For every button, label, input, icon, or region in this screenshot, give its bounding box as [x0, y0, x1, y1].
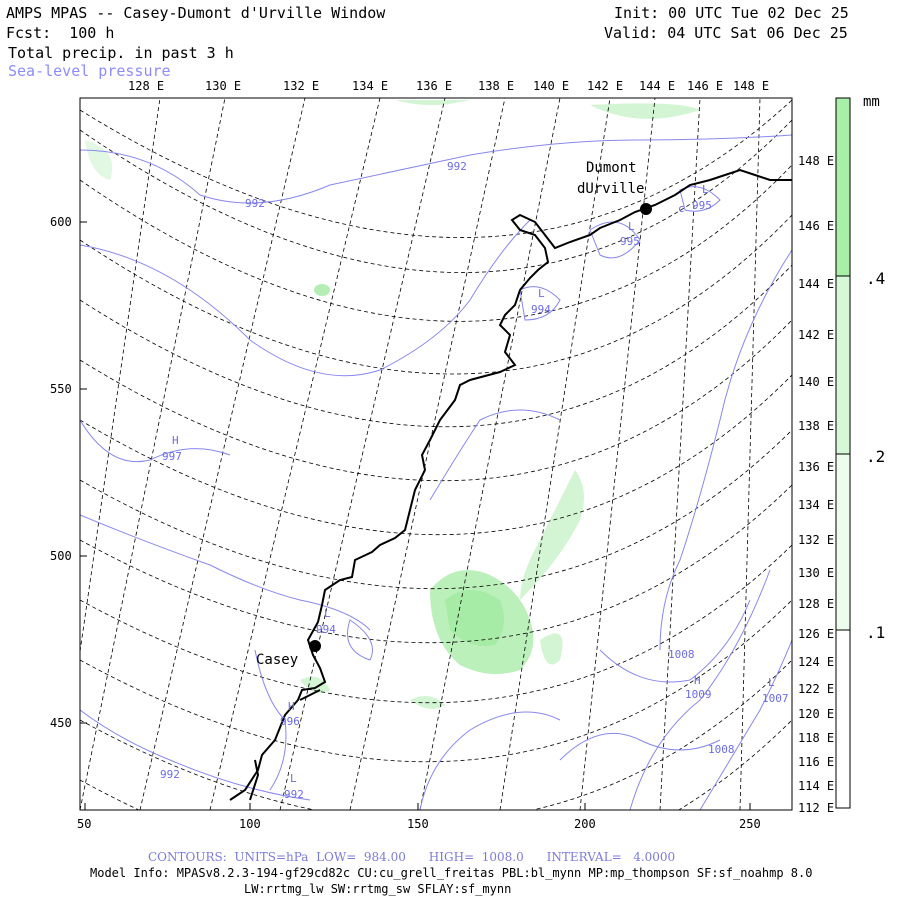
contour-label: 992 [284, 788, 304, 801]
station-dumont-label: Dumont [586, 160, 637, 176]
center-label: L [702, 183, 709, 196]
lon-label: 120 E [798, 707, 834, 721]
x-axis [84, 803, 751, 810]
colorbar-bin-1 [835, 453, 851, 631]
lon-label: 122 E [798, 682, 834, 696]
y-tick: 600 [50, 215, 72, 229]
y-axis [80, 221, 87, 724]
lon-label: 148 E [798, 154, 834, 168]
colorbar-label: .1 [866, 623, 885, 642]
x-tick: 200 [574, 817, 596, 831]
lon-label: 124 E [798, 655, 834, 669]
lon-label: 126 E [798, 627, 834, 641]
map-title: AMPS MPAS -- Casey-Dumont d'Urville Wind… [6, 4, 386, 22]
station-casey-label: Casey [256, 652, 298, 668]
lon-label: 128 E [798, 597, 834, 611]
center-label: L [768, 676, 775, 689]
center-label: L [324, 607, 331, 620]
center-label: L [290, 772, 297, 785]
lon-label: 130 E [205, 79, 241, 93]
contour-label: 1007 [762, 692, 789, 705]
center-label: L [538, 287, 545, 300]
lon-label: 136 E [798, 460, 834, 474]
contour-label: 992 [160, 768, 180, 781]
x-tick: 250 [739, 817, 761, 831]
y-tick: 450 [50, 716, 72, 730]
latlon-grid [80, 98, 792, 810]
lon-label: 138 E [478, 79, 514, 93]
lon-label: 144 E [798, 277, 834, 291]
colorbar-bin-0 [835, 629, 851, 809]
contour-label: 992 [447, 160, 467, 173]
lon-label: 146 E [798, 219, 834, 233]
lon-label: 148 E [733, 79, 769, 93]
center-label: H [172, 434, 179, 447]
lon-label: 112 E [798, 801, 834, 815]
pressure-labels: 992 992 995 995 994 997 994 1008 1009 10… [160, 160, 789, 801]
lon-label: 140 E [798, 375, 834, 389]
colorbar-unit: mm [863, 94, 880, 110]
center-label: H [694, 674, 701, 687]
contour-label: 996 [280, 715, 300, 728]
forecast-hour: Fcst: 100 h [6, 24, 115, 42]
contour-label: 995 [692, 199, 712, 212]
colorbar-label: .2 [866, 447, 885, 466]
x-tick: 100 [239, 817, 261, 831]
x-tick: 50 [77, 817, 91, 831]
top-longitude-labels: 128 E 130 E 132 E 134 E 136 E 138 E 140 … [128, 79, 769, 93]
contour-label: 994 [316, 623, 336, 636]
center-label: L [628, 220, 635, 233]
contour-label: 1008 [668, 648, 695, 661]
lon-label: 142 E [798, 328, 834, 342]
coastline [229, 168, 792, 801]
init-time: Init: 00 UTC Tue 02 Dec 25 [614, 4, 849, 22]
contour-label: 1008 [708, 743, 735, 756]
lon-label: 118 E [798, 731, 834, 745]
right-longitude-labels: 148 E 146 E 144 E 142 E 140 E 138 E 136 … [798, 154, 834, 815]
contour-label: 994 [531, 303, 551, 316]
lon-label: 144 E [639, 79, 675, 93]
station-casey: Casey [256, 640, 321, 668]
model-info: Model Info: MPASv8.2.3-194-gf29cd82c CU:… [90, 866, 813, 880]
pressure-contours [80, 134, 792, 810]
station-dumont-label2: dUrville [577, 181, 644, 197]
y-tick: 500 [50, 549, 72, 563]
lon-label: 138 E [798, 419, 834, 433]
overlay-name: Sea-level pressure [8, 62, 171, 80]
lon-label: 134 E [798, 498, 834, 512]
model-info-2: LW:rrtmg_lw SW:rrtmg_sw SFLAY:sf_mynn [244, 882, 512, 896]
lon-label: 146 E [687, 79, 723, 93]
station-dumont: Dumont dUrville [577, 160, 652, 215]
precip-shading [85, 100, 700, 709]
contour-label: 992 [245, 197, 265, 210]
colorbar-bin-4 [835, 97, 851, 277]
y-tick: 550 [50, 382, 72, 396]
plot-frame [79, 97, 793, 811]
contour-label: 1009 [685, 688, 712, 701]
lon-label: 132 E [798, 533, 834, 547]
lon-label: 142 E [587, 79, 623, 93]
field-name: Total precip. in past 3 h [8, 44, 234, 62]
lon-label: 128 E [128, 79, 164, 93]
lon-label: 130 E [798, 566, 834, 580]
lon-label: 140 E [533, 79, 569, 93]
center-label: c [678, 202, 685, 215]
lon-label: 134 E [352, 79, 388, 93]
contour-info: CONTOURS: UNITS=hPa LOW= 984.00 HIGH= 10… [148, 850, 676, 864]
lon-label: 116 E [798, 755, 834, 769]
lon-label: 114 E [798, 779, 834, 793]
center-label: H [288, 700, 295, 713]
colorbar: mm .4 .2 .1 [835, 94, 885, 809]
valid-time: Valid: 04 UTC Sat 06 Dec 25 [604, 24, 848, 42]
colorbar-label: .4 [866, 269, 885, 288]
contour-label: 997 [162, 450, 182, 463]
lon-label: 132 E [283, 79, 319, 93]
lon-label: 136 E [416, 79, 452, 93]
contour-label: 995 [620, 235, 640, 248]
colorbar-bin-2 [835, 275, 851, 455]
x-tick: 150 [407, 817, 429, 831]
